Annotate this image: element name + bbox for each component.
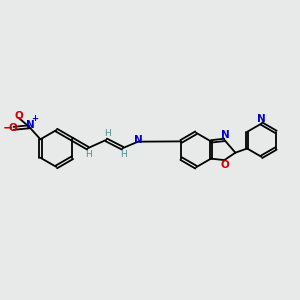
Text: H: H — [120, 150, 127, 159]
Text: −: − — [3, 121, 13, 134]
Text: N: N — [220, 130, 229, 140]
Text: O: O — [8, 123, 17, 133]
Text: H: H — [104, 129, 110, 138]
Text: O: O — [15, 111, 23, 122]
Text: O: O — [220, 160, 229, 170]
Text: H: H — [85, 150, 92, 159]
Text: N: N — [257, 114, 266, 124]
Text: N: N — [134, 135, 143, 145]
Text: +: + — [31, 114, 38, 123]
Text: N: N — [26, 120, 34, 130]
